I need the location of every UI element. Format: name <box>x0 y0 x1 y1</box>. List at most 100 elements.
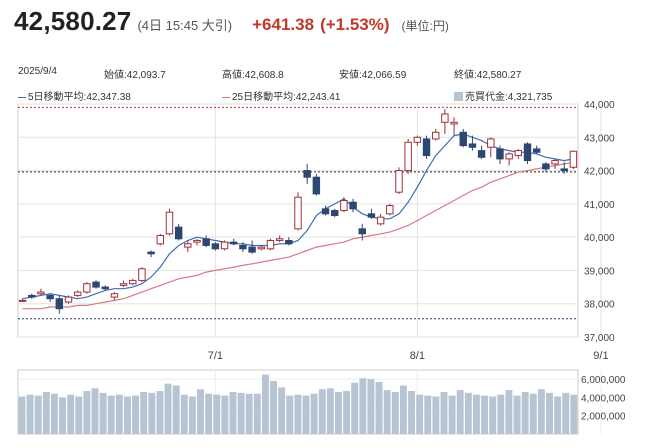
volume-bar <box>270 380 278 434</box>
volume-bar <box>570 394 578 434</box>
candle-up <box>83 283 91 293</box>
candle-up <box>156 234 165 245</box>
low-label: 安値: <box>339 70 362 81</box>
volume-bar <box>513 395 521 434</box>
volume-bar <box>229 391 237 434</box>
volume-bar <box>278 387 286 434</box>
price-tick-label: 42,000 <box>584 167 615 178</box>
stats-date: 2025/9/4 <box>18 66 57 77</box>
volume-bar <box>521 391 529 434</box>
volume-bar <box>261 374 269 434</box>
volume-bar <box>164 383 172 434</box>
volume-bar <box>245 393 253 434</box>
volume-bar <box>237 392 245 434</box>
volume-bar <box>554 396 562 434</box>
current-price: 42,580.27 <box>14 6 132 36</box>
date-tick-label: 8/1 <box>410 350 425 362</box>
candle-down <box>174 226 183 240</box>
volume-bar <box>124 396 131 434</box>
candle-down <box>477 150 486 158</box>
legend-volume: 売買代金:4,321,735 <box>454 88 552 103</box>
candle-down <box>358 228 366 235</box>
volume-bar <box>221 395 229 434</box>
candle-up <box>441 113 449 123</box>
volume-bar <box>497 394 505 434</box>
volume-bar <box>197 389 204 434</box>
candle-up <box>450 121 458 125</box>
volume-bar <box>335 391 342 434</box>
candle-down <box>211 243 220 250</box>
volume-swatch-icon <box>454 92 463 101</box>
volume-bar <box>42 391 50 434</box>
volume-bar <box>188 396 196 434</box>
legend-ma5: 5日移動平均:42,347.38 <box>18 88 131 103</box>
candle-down <box>147 251 155 255</box>
candle-down <box>422 138 431 157</box>
volume-bar <box>343 391 351 434</box>
candle-up <box>193 239 201 243</box>
candle-up <box>386 205 394 215</box>
candle-up <box>64 296 73 303</box>
volume-bar <box>505 390 513 434</box>
ma25-label: 25日移動平均: <box>232 92 296 103</box>
volume-bar <box>67 394 75 434</box>
volume-bar <box>456 390 464 434</box>
candle-up <box>165 211 174 235</box>
price-tick-label: 41,000 <box>584 200 615 211</box>
candle-down <box>459 131 467 147</box>
volume-bar <box>213 394 221 434</box>
volume-bar <box>529 393 537 434</box>
volume-bar <box>91 388 99 434</box>
high-label: 高値: <box>222 70 245 81</box>
volume-bar <box>83 391 91 434</box>
volume-bar <box>34 395 42 434</box>
candle-up <box>487 138 495 148</box>
candle-up <box>18 299 27 302</box>
volume-tick-label: 2,000,000 <box>581 412 626 423</box>
candle-up <box>119 283 128 286</box>
ma5-line <box>22 133 574 300</box>
chart-axes: 44,000 43,000 42,000 41,000 40,000 39,000 38,0… <box>208 100 626 423</box>
price-tick-label: 40,000 <box>584 233 615 244</box>
price-timestamp: (4日 15:45 大引) <box>137 18 233 33</box>
volume-bar <box>537 389 545 434</box>
candle-up <box>275 238 284 241</box>
candle-up <box>220 241 229 250</box>
candle-down <box>496 148 504 160</box>
candle-up <box>257 246 265 250</box>
candle-up <box>37 291 45 295</box>
price-tick-label: 43,000 <box>584 133 615 144</box>
candle-down <box>312 176 321 195</box>
price-change-percent: (+1.53%) <box>320 15 390 34</box>
candle-down <box>28 294 36 298</box>
volume-bar <box>180 394 188 434</box>
volume-bar <box>318 389 326 434</box>
ma5-swatch-icon <box>18 96 26 98</box>
ma25-swatch-icon <box>222 96 230 98</box>
candle-down <box>202 238 210 246</box>
candle-down <box>92 281 100 288</box>
volume-bar <box>546 392 553 434</box>
volume-bar <box>359 378 367 434</box>
candle-up <box>340 200 348 212</box>
volume-bar <box>399 385 407 434</box>
candle-down <box>468 143 477 148</box>
candle-up <box>431 131 440 140</box>
date-tick-label: 7/1 <box>208 350 223 362</box>
candle-down <box>248 246 256 253</box>
volume-bar <box>351 382 359 434</box>
candle-up <box>514 150 523 157</box>
price-tick-label: 37,000 <box>584 333 615 344</box>
candle-down <box>542 163 550 170</box>
candle-up <box>376 216 385 225</box>
legend-ma25: 25日移動平均:42,243.41 <box>222 88 340 103</box>
volume-bar <box>107 395 115 434</box>
candle-up <box>294 196 302 230</box>
volume-bar <box>156 391 164 434</box>
candle-down <box>560 168 568 172</box>
ma25-line <box>22 161 574 310</box>
reference-lines <box>18 106 578 320</box>
candle-up <box>413 136 422 143</box>
volume-bar <box>294 394 302 434</box>
